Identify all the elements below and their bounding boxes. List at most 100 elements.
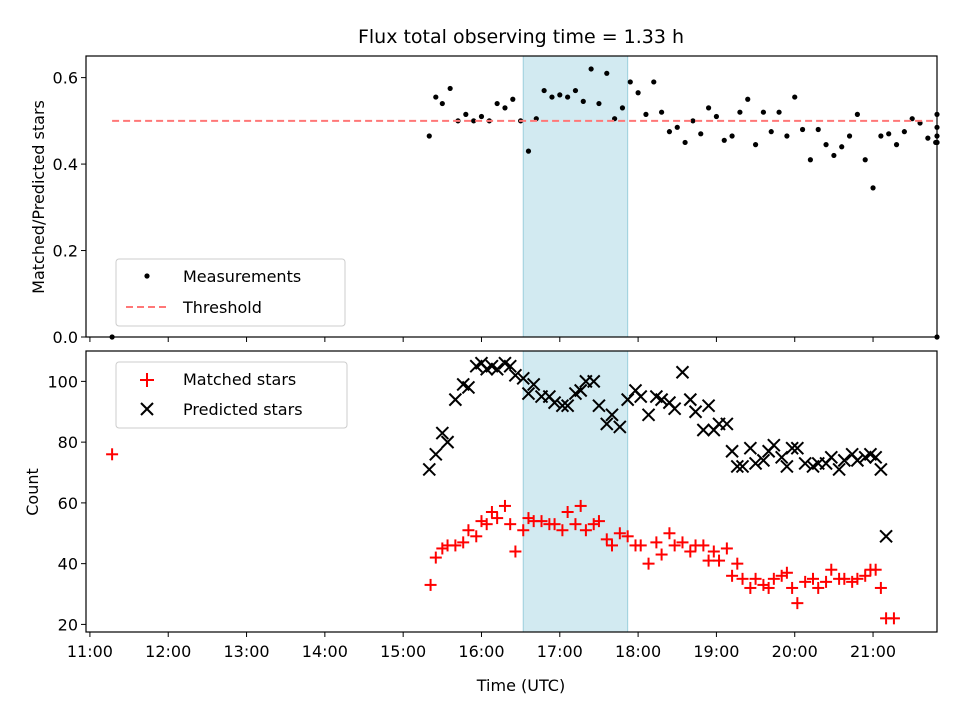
measurement-point — [698, 131, 704, 137]
matched-star-marker — [668, 539, 681, 552]
matched-star-marker — [786, 581, 799, 594]
predicted-star-marker — [461, 380, 476, 395]
matched-star-marker — [775, 569, 788, 582]
top-y-tick-label: 0.0 — [53, 328, 78, 347]
measurement-point — [682, 139, 688, 146]
measurement-point — [776, 109, 782, 115]
matched-star-marker — [569, 518, 582, 531]
bottom-y-tick-label: 40 — [58, 555, 78, 574]
measurement-point — [815, 126, 821, 133]
predicted-star-marker — [634, 389, 648, 404]
measurement-point — [596, 100, 602, 107]
top-axes-frame — [85, 55, 938, 338]
matched-star-marker — [462, 524, 475, 537]
bottom-panel: 20 40 60 80 100 11:00 12:00 13:00 14:00 15:00 16:0… — [47, 350, 938, 661]
matched-star-marker — [869, 563, 882, 576]
predicted-star-marker — [785, 441, 799, 455]
predicted-star-marker — [790, 441, 805, 455]
measurement-point — [426, 133, 432, 139]
measurement-point — [580, 98, 586, 104]
chart-title: Flux total observing time = 1.33 h — [358, 26, 684, 48]
matched-star-marker — [579, 524, 592, 537]
bottom-legend: Matched stars Predicted stars — [115, 361, 348, 429]
x-tick-label: 20:00 — [772, 642, 818, 661]
predicted-star-marker — [675, 365, 690, 379]
predicted-star-marker — [850, 453, 865, 468]
legend-threshold-label: Threshold — [182, 298, 262, 317]
matched-star-marker — [791, 597, 804, 610]
measurement-point — [807, 157, 813, 163]
measurement-point — [439, 100, 445, 107]
measurement-point — [557, 92, 563, 98]
matched-star-marker — [846, 575, 859, 588]
matched-star-marker — [744, 581, 757, 594]
matched-star-marker — [449, 539, 462, 552]
matched-star-marker — [548, 518, 561, 531]
measurement-point — [658, 109, 665, 115]
predicted-star-marker — [508, 368, 523, 383]
predicted-star-marker — [874, 462, 888, 477]
matched-star-marker — [600, 533, 613, 546]
matched-star-marker — [825, 563, 838, 576]
bottom-legend-box — [115, 361, 348, 429]
x-tick-label: 19:00 — [693, 642, 739, 661]
matched-star-marker — [498, 499, 511, 512]
measurement-point — [627, 79, 633, 85]
matched-star-marker — [106, 448, 119, 461]
matched-star-marker — [592, 515, 605, 528]
measurement-point — [823, 142, 829, 148]
predicted-star-marker — [555, 398, 570, 413]
measurement-point — [745, 96, 751, 102]
predicted-star-marker — [641, 408, 656, 422]
legend-matched-marker — [140, 373, 154, 387]
matched-star-marker — [702, 554, 715, 567]
measurement-point — [713, 113, 720, 120]
matched-star-marker — [713, 554, 726, 567]
measurement-point — [878, 133, 884, 139]
predicted-star-marker — [824, 450, 838, 465]
matched-star-marker — [556, 524, 569, 537]
matched-star-marker — [491, 512, 504, 525]
measurement-point — [760, 109, 767, 115]
predicted-star-marker — [654, 392, 669, 407]
predicted-star-marker — [756, 453, 771, 468]
measurement-point — [674, 124, 680, 130]
matched-star-marker — [731, 557, 744, 570]
measurement-point — [433, 94, 439, 100]
top-highlight-span — [522, 55, 629, 338]
measurement-point — [502, 105, 508, 111]
legend-measurements-marker — [144, 273, 150, 279]
x-tick-label: 11:00 — [67, 642, 113, 661]
predicted-star-marker — [696, 423, 711, 437]
predicted-star-marker — [868, 450, 883, 465]
matched-star-marker — [429, 551, 442, 564]
matched-star-marker — [780, 566, 793, 579]
predicted-star-marker — [573, 383, 588, 398]
x-tick-label: 12:00 — [145, 642, 191, 661]
legend-measurements-label: Measurements — [183, 267, 301, 286]
matched-star-marker — [859, 569, 872, 582]
matched-star-marker — [642, 557, 655, 570]
measurement-point — [721, 137, 727, 143]
predicted-star-marker — [613, 420, 627, 434]
predicted-star-marker — [767, 438, 781, 452]
measurement-point — [541, 87, 547, 94]
measurement-point — [494, 100, 500, 107]
measurement-point — [901, 129, 907, 135]
matched-star-marker — [504, 518, 517, 531]
measurement-point — [784, 133, 790, 139]
predicted-star-marker — [448, 392, 463, 407]
matched-star-marker — [676, 536, 689, 549]
predicted-star-marker — [521, 386, 536, 401]
matched-star-marker — [655, 548, 668, 561]
predicted-star-marker — [435, 426, 450, 440]
measurement-point — [651, 79, 657, 85]
matched-star-marker — [457, 536, 470, 549]
predicted-star-marker — [440, 435, 455, 449]
measurement-point — [572, 87, 579, 94]
matched-star-marker — [807, 572, 820, 585]
measurement-point — [635, 90, 641, 96]
measurement-point — [471, 118, 477, 124]
predicted-star-marker — [879, 529, 893, 544]
measurement-point — [831, 152, 837, 159]
